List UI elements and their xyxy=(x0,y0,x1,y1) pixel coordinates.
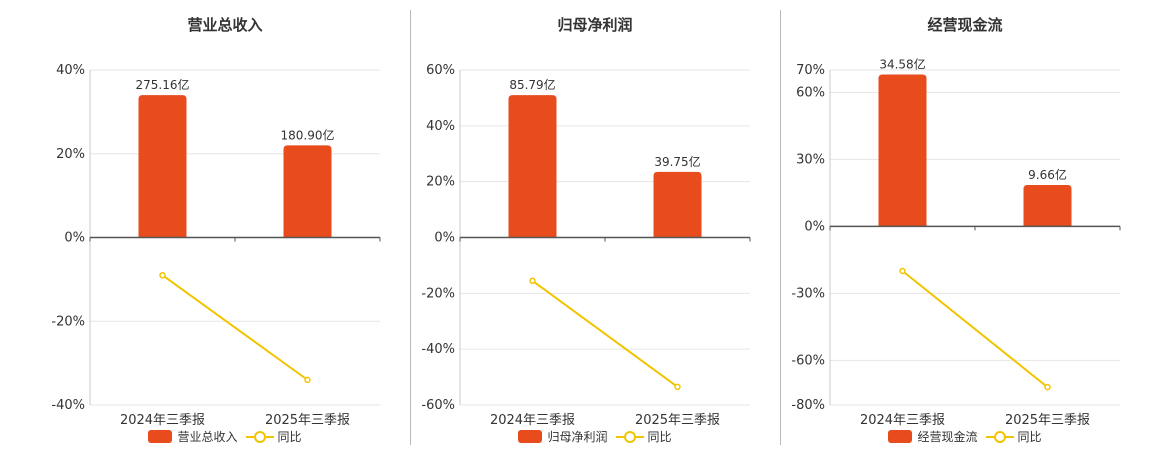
bar xyxy=(138,95,187,238)
bar-data-label: 39.75亿 xyxy=(654,154,700,169)
legend-item-bar[interactable]: 营业总收入 xyxy=(148,428,238,445)
bar-data-label: 9.66亿 xyxy=(1028,167,1067,182)
chart-panel-1: 营业总收入 40% 20% 0% -20% -40% 275.16亿 180.90亿 2024… xyxy=(40,0,410,450)
legend-line-label: 同比 xyxy=(647,430,672,444)
y-tick-label: -60% xyxy=(421,398,455,413)
legend-item-bar[interactable]: 归母净利润 xyxy=(518,428,608,445)
yoy-point xyxy=(674,383,681,391)
legend-item-line[interactable]: 同比 xyxy=(245,428,302,445)
legend-line-swatch xyxy=(245,430,274,443)
chart-legend: 营业总收入 同比 xyxy=(40,428,410,445)
bar xyxy=(508,95,557,238)
y-tick-label: 40% xyxy=(426,119,455,134)
y-tick-label: 40% xyxy=(56,63,85,78)
y-tick-label: 20% xyxy=(426,175,455,190)
bar xyxy=(283,145,332,238)
legend-line-label: 同比 xyxy=(1017,430,1042,444)
bar-data-label: 180.90亿 xyxy=(281,127,335,142)
yoy-point xyxy=(529,277,536,285)
y-tick-label: 0% xyxy=(804,219,825,234)
yoy-line xyxy=(901,270,1049,388)
bar xyxy=(1023,185,1072,227)
bar-data-label: 275.16亿 xyxy=(136,77,190,92)
chart-panel-3: 经营现金流 70% 60% 30% 0% -30% -60% -80% 34.58亿 9.66亿… xyxy=(780,0,1150,450)
legend-item-line[interactable]: 同比 xyxy=(615,428,672,445)
legend-bar-label: 营业总收入 xyxy=(177,430,238,444)
y-tick-label: -30% xyxy=(791,286,825,301)
y-tick-label: 70% xyxy=(796,63,825,78)
y-tick-label: -20% xyxy=(51,314,85,329)
x-category-label: 2024年三季报 xyxy=(490,413,575,428)
y-tick-label: 0% xyxy=(434,231,455,246)
yoy-point xyxy=(1044,383,1051,391)
y-tick-label: 60% xyxy=(426,63,455,78)
bar xyxy=(653,171,702,238)
legend-bar-swatch xyxy=(518,430,543,443)
legend-item-line[interactable]: 同比 xyxy=(985,428,1042,445)
chart-title: 经营现金流 xyxy=(927,16,1003,34)
x-category-label: 2025年三季报 xyxy=(1005,413,1090,428)
x-category-label: 2025年三季报 xyxy=(265,413,350,428)
y-tick-label: -80% xyxy=(791,398,825,413)
chart-legend: 归母净利润 同比 xyxy=(410,428,780,445)
x-category-label: 2024年三季报 xyxy=(120,413,205,428)
legend-bar-label: 归母净利润 xyxy=(547,430,608,444)
y-tick-label: -40% xyxy=(51,398,85,413)
y-tick-label: 60% xyxy=(796,85,825,100)
legend-line-swatch xyxy=(615,430,644,443)
y-tick-label: 20% xyxy=(56,147,85,162)
bar xyxy=(878,74,927,227)
y-tick-label: -20% xyxy=(421,286,455,301)
legend-item-bar[interactable]: 经营现金流 xyxy=(888,428,978,445)
x-category-label: 2025年三季报 xyxy=(635,413,720,428)
panel-divider xyxy=(410,10,411,445)
y-tick-label: 0% xyxy=(64,231,85,246)
chart-title: 营业总收入 xyxy=(187,16,263,34)
y-tick-label: -40% xyxy=(421,342,455,357)
legend-line-swatch xyxy=(985,430,1014,443)
y-tick-label: -60% xyxy=(791,353,825,368)
panel-divider xyxy=(780,10,781,445)
yoy-line xyxy=(161,274,309,381)
chart-plot: 70% 60% 30% 0% -30% -60% -80% 34.58亿 9.66亿 2024年三… xyxy=(791,56,1121,428)
x-category-label: 2024年三季报 xyxy=(860,413,945,428)
chart-panel-2: 归母净利润 60% 40% 20% 0% -20% -40% -60% 85.79亿 39.75… xyxy=(410,0,780,450)
yoy-point xyxy=(899,267,906,275)
legend-bar-swatch xyxy=(888,430,913,443)
chart-legend: 经营现金流 同比 xyxy=(780,428,1150,445)
chart-title: 归母净利润 xyxy=(557,16,633,34)
yoy-point xyxy=(159,271,166,279)
legend-bar-label: 经营现金流 xyxy=(917,430,978,444)
chart-plot: 40% 20% 0% -20% -40% 275.16亿 180.90亿 2024年三季报 20… xyxy=(51,63,381,428)
yoy-point xyxy=(304,376,311,384)
legend-bar-swatch xyxy=(148,430,173,443)
y-tick-label: 30% xyxy=(796,152,825,167)
bar-data-label: 34.58亿 xyxy=(879,56,925,71)
legend-line-label: 同比 xyxy=(277,430,302,444)
bar-data-label: 85.79亿 xyxy=(509,77,555,92)
chart-plot: 60% 40% 20% 0% -20% -40% -60% 85.79亿 39.75亿 2024年… xyxy=(421,63,751,428)
yoy-line xyxy=(531,279,679,388)
